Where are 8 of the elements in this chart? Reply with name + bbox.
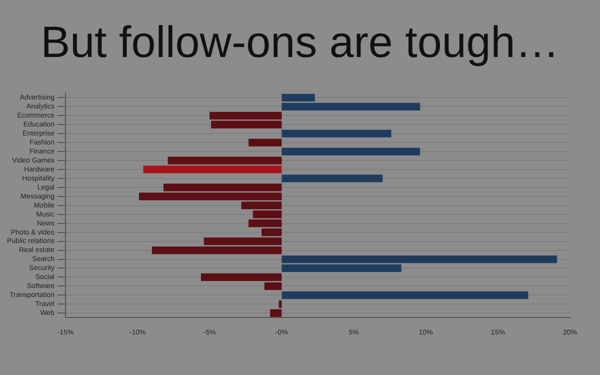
bar [282, 174, 383, 182]
chart-title: But follow-ons are tough… [40, 18, 560, 68]
bar [143, 166, 282, 174]
bar [282, 130, 392, 138]
bar [282, 148, 420, 156]
bar [282, 291, 528, 299]
bar [248, 138, 282, 146]
bar [168, 156, 282, 164]
